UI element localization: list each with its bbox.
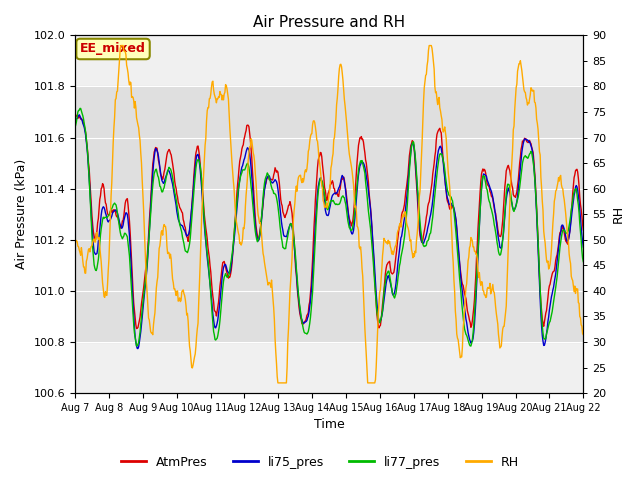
Title: Air Pressure and RH: Air Pressure and RH bbox=[253, 15, 405, 30]
Bar bbox=[75, 86, 583, 342]
Y-axis label: RH: RH bbox=[612, 205, 625, 223]
Legend: AtmPres, li75_pres, li77_pres, RH: AtmPres, li75_pres, li77_pres, RH bbox=[116, 451, 524, 474]
Text: EE_mixed: EE_mixed bbox=[80, 43, 146, 56]
Y-axis label: Air Pressure (kPa): Air Pressure (kPa) bbox=[15, 159, 28, 269]
X-axis label: Time: Time bbox=[314, 419, 344, 432]
